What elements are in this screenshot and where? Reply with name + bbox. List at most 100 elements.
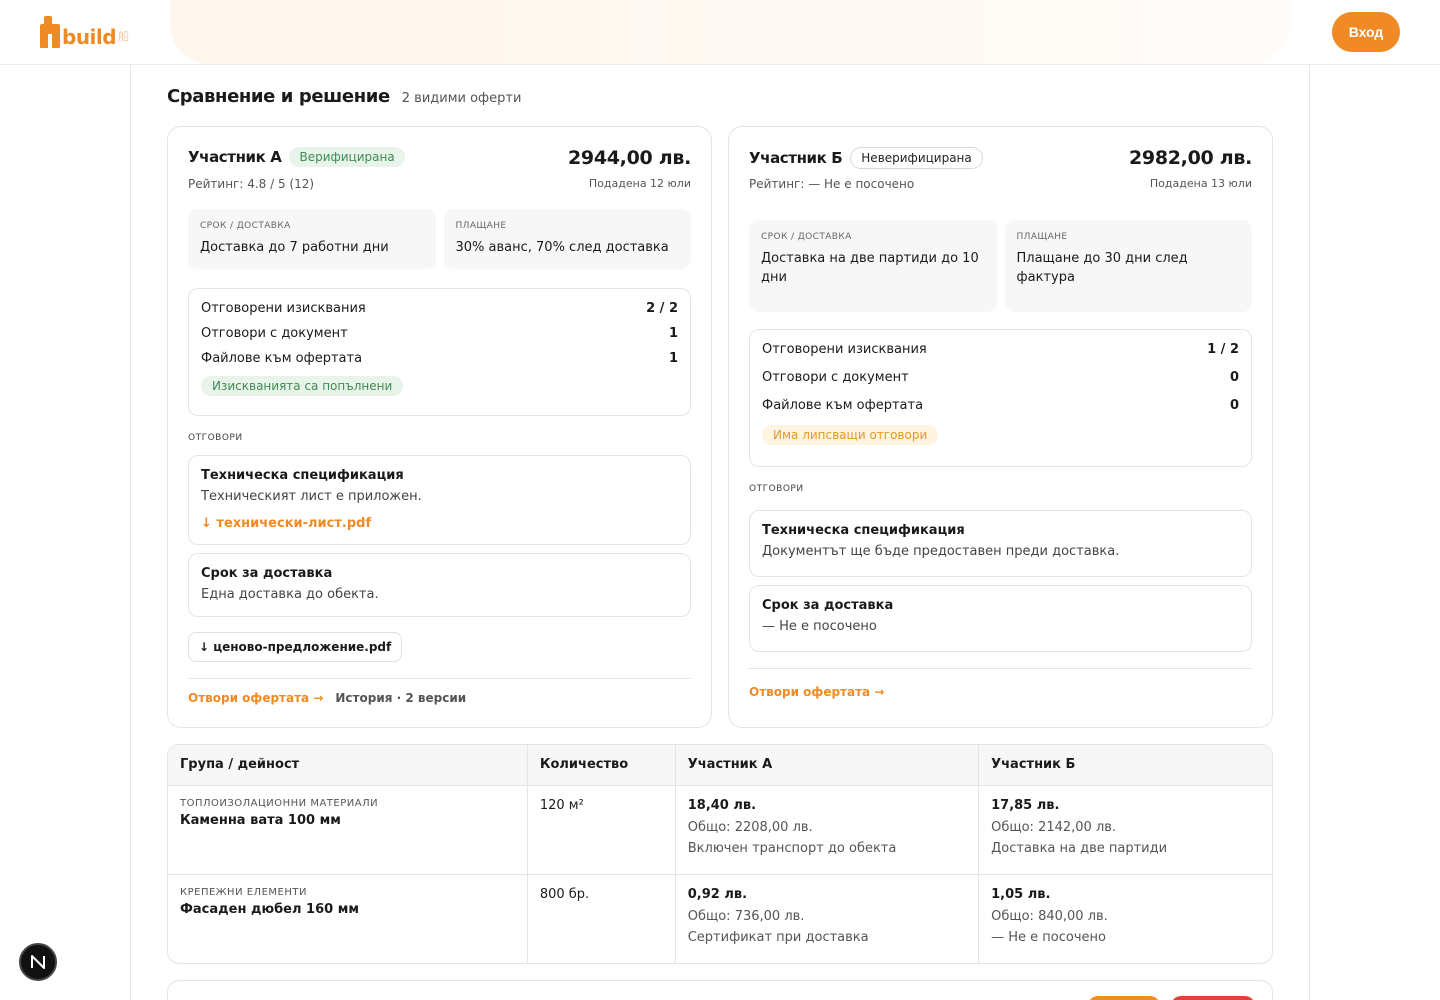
total-price: Общо: 840,00 лв. <box>991 908 1108 924</box>
divider <box>188 678 691 679</box>
section-header: Сравнение и решение 2 видими оферти <box>167 86 521 107</box>
submitted-date: Подадена 12 юли <box>588 177 691 190</box>
n-logo-icon[interactable] <box>19 943 57 981</box>
status-pill: Има липсващи отговори <box>762 425 939 445</box>
item-category: Крепежни елементи <box>180 886 307 898</box>
logo-text: build <box>62 25 117 49</box>
rating: Рейтинг: — Не е посочено <box>749 177 915 191</box>
answer-item: Срок за доставка — Не е посочено <box>749 585 1252 652</box>
logo-house-icon <box>40 16 60 48</box>
item-name: Каменна вата 100 мм <box>180 812 341 828</box>
answer-title: Срок за доставка <box>762 598 894 613</box>
offer-price: 2944,00 лв. <box>567 147 691 169</box>
delivery-label: Срок / доставка <box>761 232 852 242</box>
open-offer-link[interactable]: Отвори офертата → <box>188 691 324 705</box>
answer-text: — Не е посочено <box>762 619 877 634</box>
participant-name: Участник А <box>188 148 282 166</box>
table-row: Топлоизолационни материали Каменна вата … <box>168 785 1272 875</box>
unit-price: 18,40 лв. <box>687 797 757 813</box>
accept-button[interactable] <box>1088 996 1160 1000</box>
login-button[interactable]: Вход <box>1332 12 1400 52</box>
total-price: Общо: 2142,00 лв. <box>991 819 1117 835</box>
visible-offers-count: 2 видими оферти <box>401 91 522 106</box>
n-glyph-icon <box>31 955 45 969</box>
participant-b-cell: 1,05 лв. Общо: 840,00 лв. — Не е посочен… <box>978 874 1272 963</box>
price-note: Включен транспорт до обекта <box>687 840 897 856</box>
item-name: Фасаден дюбел 160 мм <box>180 901 359 917</box>
group-cell: Крепежни елементи Фасаден дюбел 160 мм <box>168 874 528 963</box>
delivery-value: Доставка на две партиди до 10 дни <box>761 251 979 285</box>
status-pill: Изискванията са попълнени <box>201 376 404 396</box>
answer-text: Техническият лист е приложен. <box>201 489 422 504</box>
req-row: Отговори с документ 0 <box>762 370 1239 385</box>
quantity-cell: 800 бр. <box>526 874 676 963</box>
offer-card-a: Участник А Верифицирана Рейтинг: 4.8 / 5… <box>167 126 712 728</box>
header-glow <box>170 0 1290 64</box>
offer-price: 2982,00 лв. <box>1128 147 1252 169</box>
quantity-cell: 120 м² <box>526 785 676 875</box>
answer-item: Техническа спецификация Документът ще бъ… <box>749 510 1252 577</box>
req-row: Отговорени изисквания 2 / 2 <box>201 301 678 316</box>
payment-value: 30% аванс, 70% след доставка <box>455 240 669 255</box>
rating: Рейтинг: 4.8 / 5 (12) <box>188 177 315 191</box>
unit-price: 17,85 лв. <box>991 797 1060 813</box>
history-link[interactable]: История · 2 версии <box>335 691 467 705</box>
participant-name: Участник Б <box>749 149 843 167</box>
answer-title: Срок за доставка <box>201 566 333 581</box>
section-title: Сравнение и решение <box>167 86 390 107</box>
participant-b-cell: 17,85 лв. Общо: 2142,00 лв. Доставка на … <box>978 785 1272 875</box>
requirements-summary: Отговорени изисквания 2 / 2 Отговори с до… <box>188 288 691 416</box>
req-row: Отговорени изисквания 1 / 2 <box>762 342 1239 357</box>
verification-badge: Неверифицирана <box>850 147 983 169</box>
logo-tag: 船 <box>118 30 130 43</box>
decision-card <box>167 980 1273 1000</box>
payment-box: Плащане 30% аванс, 70% след доставка <box>443 209 691 269</box>
offer-card-b: Участник Б Неверифицирана Рейтинг: — Не … <box>728 126 1273 728</box>
answer-title: Техническа спецификация <box>201 468 404 483</box>
delivery-value: Доставка до 7 работни дни <box>200 240 389 255</box>
participant-a-cell: 0,92 лв. Общо: 736,00 лв. Сертификат при… <box>674 874 979 963</box>
req-row: Файлове към офертата 0 <box>762 398 1239 413</box>
reject-button[interactable] <box>1171 996 1255 1000</box>
divider <box>749 668 1252 669</box>
price-note: Сертификат при доставка <box>687 929 869 945</box>
offer-terms: Срок / доставка Доставка до 7 работни дн… <box>188 209 691 269</box>
offer-header: Участник А Верифицирана Рейтинг: 4.8 / 5… <box>188 147 691 197</box>
payment-value: Плащане до 30 дни след фактура <box>1016 251 1188 285</box>
group-cell: Топлоизолационни материали Каменна вата … <box>168 785 528 875</box>
column-header: Количество <box>526 745 676 786</box>
answer-text: Документът ще бъде предоставен преди дос… <box>762 544 1120 559</box>
attachment-link[interactable]: ↓ технически-лист.pdf <box>201 516 372 531</box>
unit-price: 0,92 лв. <box>687 886 748 902</box>
payment-label: Плащане <box>1016 232 1068 242</box>
req-row: Отговори с документ 1 <box>201 326 678 341</box>
payment-box: Плащане Плащане до 30 дни след фактура <box>1004 220 1252 312</box>
price-offer-file-button[interactable]: ↓ ценово-предложение.pdf <box>188 632 403 662</box>
answer-item: Срок за доставка Една доставка до обекта… <box>188 553 691 617</box>
item-category: Топлоизолационни материали <box>180 797 379 809</box>
column-header: Участник Б <box>978 745 1272 786</box>
submitted-date: Подадена 13 юли <box>1149 177 1252 190</box>
column-header: Участник А <box>674 745 979 786</box>
offer-footer: Отвори офертата → История · 2 версии <box>188 691 466 705</box>
table-header-row: Група / дейност Количество Участник А Уч… <box>168 745 1272 786</box>
offer-footer: Отвори офертата → <box>749 685 884 699</box>
unit-price: 1,05 лв. <box>991 886 1051 902</box>
price-note: — Не е посочено <box>991 929 1106 945</box>
offer-header: Участник Б Неверифицирана Рейтинг: — Не … <box>749 147 1252 197</box>
requirements-summary: Отговорени изисквания 1 / 2 Отговори с до… <box>749 329 1252 467</box>
offer-terms: Срок / доставка Доставка на две партиди … <box>749 220 1252 312</box>
answers-label: Отговори <box>749 484 804 494</box>
open-offer-link[interactable]: Отвори офертата → <box>749 685 885 699</box>
payment-label: Плащане <box>455 221 507 231</box>
delivery-label: Срок / доставка <box>200 221 291 231</box>
delivery-box: Срок / доставка Доставка на две партиди … <box>749 220 997 312</box>
top-bar: build 船 Вход <box>0 0 1440 65</box>
answer-item: Техническа спецификация Техническият лис… <box>188 455 691 545</box>
req-row: Файлове към офертата 1 <box>201 351 678 366</box>
answer-title: Техническа спецификация <box>762 523 965 538</box>
comparison-table: Група / дейност Количество Участник А Уч… <box>167 744 1273 964</box>
logo[interactable]: build 船 <box>40 16 129 48</box>
column-header: Група / дейност <box>168 745 528 786</box>
verification-badge: Верифицирана <box>289 147 405 167</box>
